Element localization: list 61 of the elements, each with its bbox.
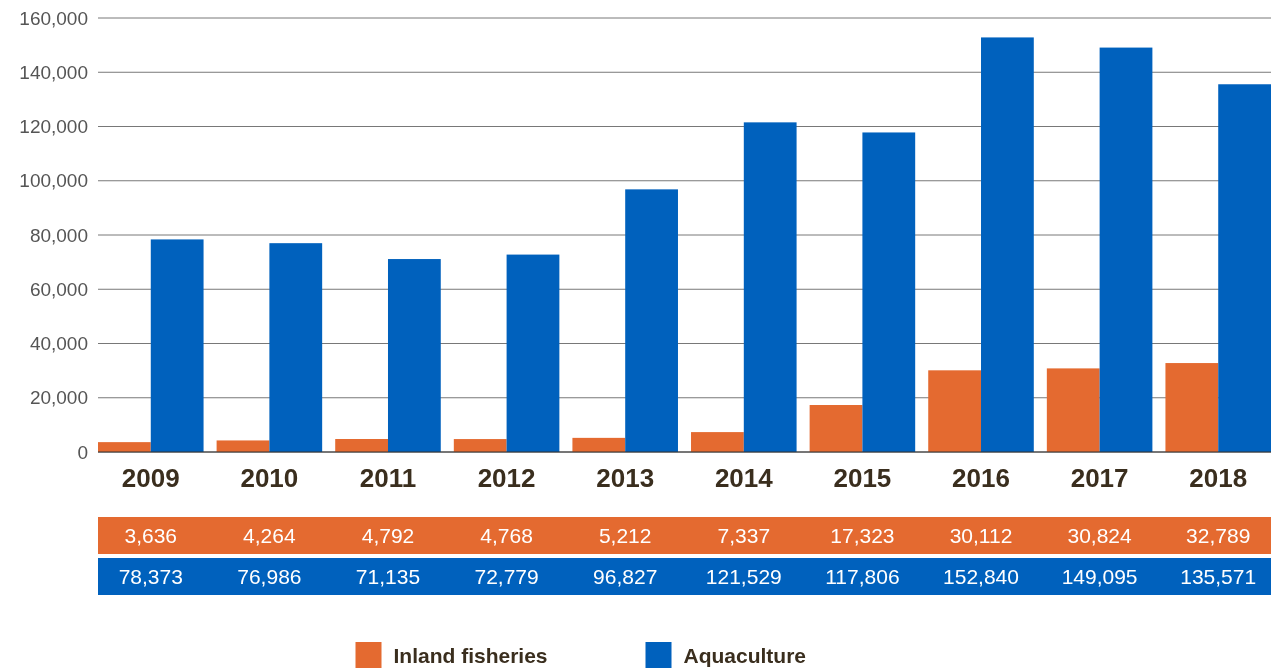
x-tick-label: 2009 [121,463,180,493]
legend-label: Aquaculture [683,644,807,668]
y-tick-label: 100,000 [19,170,88,192]
x-tick-label: 2012 [477,463,536,493]
data-label: 4,264 [243,523,296,547]
x-tick-label: 2010 [240,463,299,493]
x-tick-label: 2015 [833,463,892,493]
bar [625,189,678,452]
bar [928,370,982,452]
data-label: 96,827 [593,564,658,588]
data-label: 135,571 [1180,564,1257,588]
data-label: 121,529 [705,564,782,588]
data-label: 78,373 [118,564,183,588]
x-tick-label: 2011 [359,463,417,493]
data-label: 4,768 [480,523,533,547]
legend-label: Inland fisheries [393,644,548,668]
data-label: 152,840 [943,564,1019,588]
bar [506,254,560,452]
x-tick-label: 2016 [952,463,1010,493]
bar [98,442,151,452]
data-label: 3,636 [124,523,178,547]
data-label: 117,806 [825,564,900,588]
bar [387,259,441,452]
y-tick-label: 140,000 [19,61,88,83]
data-label: 32,789 [1186,523,1251,547]
bar [572,437,626,452]
bar [809,405,863,452]
bar [743,122,797,452]
data-label: 71,135 [355,564,421,588]
x-tick-label: 2014 [714,463,774,493]
data-label: 17,323 [830,523,895,547]
data-label: 76,986 [237,564,302,588]
y-tick-label: 40,000 [29,333,88,355]
bar [1099,47,1153,452]
bar [150,239,204,452]
bar [335,439,388,452]
bar [453,439,507,452]
bar [1165,363,1219,452]
data-label: 72,779 [474,564,539,588]
y-tick-label: 160,000 [19,7,88,29]
x-tick-label: 2018 [1189,463,1248,493]
y-tick-label: 120,000 [19,116,88,138]
x-tick-label: 2017 [1070,463,1129,493]
bar [981,37,1034,452]
y-tick-label: 0 [77,441,88,463]
bar [1046,368,1100,452]
data-label: 149,095 [1061,564,1138,588]
bar [1218,84,1271,452]
x-tick-label: 2013 [596,463,655,493]
bar [269,243,323,452]
data-label: 5,212 [598,523,652,547]
data-label: 7,337 [717,523,771,547]
bar [691,432,744,452]
data-label: 4,792 [361,523,415,547]
y-tick-label: 20,000 [29,387,88,409]
y-tick-label: 60,000 [29,278,88,300]
bar [216,440,270,452]
y-tick-label: 80,000 [29,224,88,246]
bar [862,132,916,452]
data-label: 30,824 [1067,523,1133,547]
data-label: 30,112 [949,523,1013,547]
